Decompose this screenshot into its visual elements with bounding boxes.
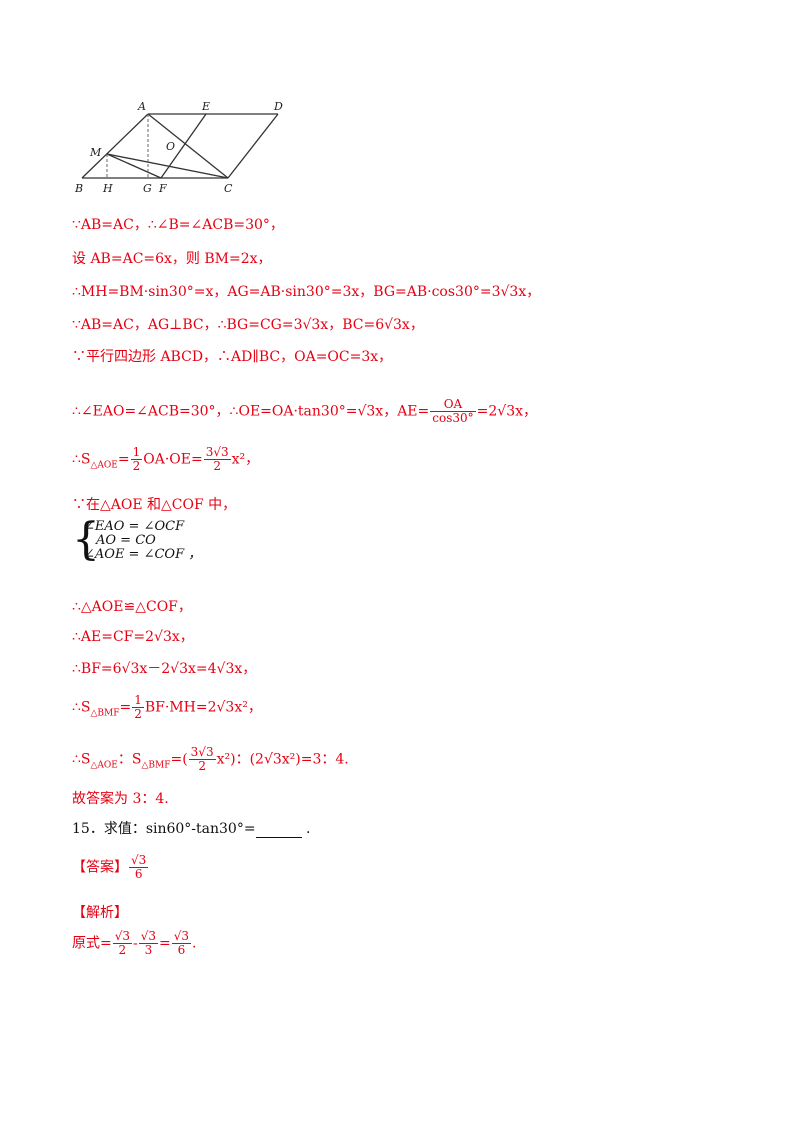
frac-den: cos30° [430,411,476,425]
fraction-2: √3 3 [138,929,159,957]
sqrt3: √3 [263,751,282,768]
ratio-sep: ：S [117,751,142,768]
solution-line-14: 故答案为 3：4. [72,791,169,807]
question-text: 15．求值：sin60°-tan30°= [72,821,256,837]
line7-part-d: x²， [231,451,260,468]
system-row-1: ∠EAO = ∠OCF [84,519,185,534]
question-end: . [306,821,311,837]
solution-line-4: ∵AB=AC，AG⊥BC，∴BG=CG=3√3x，BC=6√3x， [72,317,424,333]
frac-den: 2 [130,459,143,473]
answer-label: 【答案】 [72,859,128,876]
subscript: △BMF [141,760,171,771]
line6-part-b: x，AE= [375,403,430,420]
frac-num: √3 [114,929,131,943]
frac-num: 1 [134,693,142,707]
label-D: D [273,100,283,113]
label-C: C [224,182,233,195]
analysis-formula: 原式= √3 2- √3 3 = √3 6. [72,930,197,957]
label-O: O [166,140,175,153]
equals: = [119,699,132,716]
frac-den: 2 [203,459,231,473]
system-brace: { [72,514,100,565]
frac-den: 2 [188,759,216,773]
parallelogram-diagram: A E D M O B H G F C [74,100,283,195]
frac-den: 3 [138,943,159,957]
answer-fraction: √3 6 [129,853,149,881]
solution-line-7: ∴S△AOE= 1 2 OA·OE= 3√3 2 x²， [72,446,259,474]
three-sqrt3-over-2: 3√3 2 [188,745,216,773]
system-row-3: ∠AOE = ∠COF ， [84,547,202,562]
solution-line-11: ∴BF=6√3x－2√3x=4√3x， [72,661,257,677]
equation-system: ∠EAO = ∠OCF AO = CO ∠AOE = ∠COF ， [84,520,201,562]
label-G: G [143,182,152,195]
sqrt3: √3 [216,699,235,716]
oa-over-cos30: OA cos30° [430,397,476,425]
sqrt3: √3 [497,403,516,420]
frac-num: 1 [132,445,141,459]
solution-line-6: ∴∠EAO=∠ACB=30°，∴OE=OA·tan30°=√3x，AE= OA co… [72,398,537,425]
label-E: E [201,100,210,113]
system-row-2: AO = CO [96,533,156,548]
subscript: △AOE [90,760,118,771]
solution-line-12: ∴S△BMF= 1 2 BF·MH=2√3x²， [72,694,262,722]
solution-line-3: ∴MH=BM·sin30°=x，AG=AB·sin30°=3x，BG=AB·co… [72,284,541,300]
fraction-3: √3 6 [171,929,192,957]
frac-den: 6 [171,943,192,957]
minus-sign: - [133,935,138,952]
solution-line-13: ∴S△AOE：S△BMF=(3√3 2 x²)：(2√3x²)=3：4. [72,746,349,774]
frac-num: √3 [140,929,157,943]
frac-num: √3 [131,853,147,867]
label-F: F [158,182,167,195]
solution-line-2: 设 AB=AC=6x，则 BM=2x， [72,251,272,267]
sqrt3: √3 [357,403,376,420]
line12-part-c: BF·MH=2 [144,699,217,716]
open-paren: =( [170,751,188,768]
frac-den: 6 [129,867,149,881]
formula-end: . [192,935,197,952]
solution-line-1: ∵AB=AC，∴∠B=∠ACB=30°， [72,217,284,233]
label-A: A [137,100,146,113]
s-symbol: ∴S [72,451,91,468]
frac-num: 3√3 [205,445,229,459]
line7-part-c: OA·OE= [143,451,203,468]
s-symbol: ∴S [72,751,91,768]
line6-part-f: x， [515,403,538,420]
label-B: B [74,182,83,195]
label-M: M [89,146,102,159]
line6-part-a: ∴∠EAO=∠ACB=30°，∴OE=OA·tan30°= [72,403,358,420]
answer-line: 【答案】 √3 6 [72,854,149,881]
line12-part-d: x²， [234,699,262,716]
subscript: △BMF [90,708,120,719]
solution-line-8: ∵在△AOE 和△COF 中， [72,497,237,513]
analysis-label: 【解析】 [72,905,128,921]
line13-part-e: x²)=3：4. [281,751,349,768]
solution-line-5: ∵平行四边形 ABCD，∴AD∥BC，OA=OC=3x， [72,349,393,365]
frac-num: OA [443,397,463,411]
frac-den: 2 [132,707,144,721]
formula-prefix: 原式= [72,935,112,952]
frac-num: √3 [173,929,190,943]
frac-num: 3√3 [190,745,214,759]
frac-den: 2 [112,943,133,957]
label-H: H [102,182,113,195]
fraction-1: √3 2 [112,929,133,957]
question-15: 15．求值：sin60°-tan30°= . [72,820,310,838]
line13-part-d: x²)：(2 [216,751,264,768]
answer-blank [255,823,302,838]
equals-sign: = [159,935,171,952]
solution-line-10: ∴AE=CF=2√3x， [72,629,194,645]
line6-part-e: =2 [476,403,498,420]
s-symbol: ∴S [72,699,91,716]
subscript: △AOE [90,460,118,471]
three-sqrt3-over-2: 3√3 2 [203,445,231,473]
equals: = [117,451,130,468]
solution-line-9: ∴△AOE≌△COF， [72,599,192,615]
